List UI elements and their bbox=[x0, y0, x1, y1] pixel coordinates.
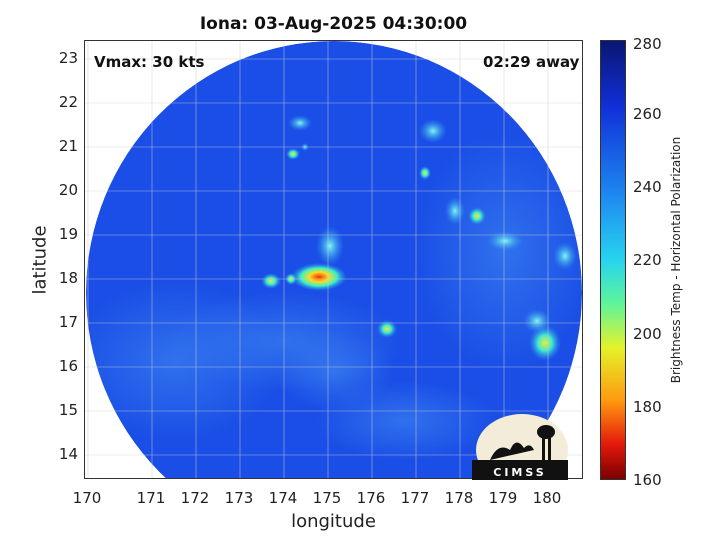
satellite-image-area bbox=[84, 40, 583, 479]
x-tick: 179 bbox=[488, 489, 518, 507]
colorbar-tick: 160 bbox=[633, 471, 662, 489]
logo-text: CIMSS bbox=[493, 466, 546, 479]
colorbar bbox=[600, 40, 626, 480]
colorbar-tick: 200 bbox=[633, 325, 662, 343]
colorbar-label: Brightness Temp - Horizontal Polarizatio… bbox=[669, 136, 683, 384]
y-tick: 14 bbox=[58, 445, 78, 463]
y-tick: 18 bbox=[58, 269, 78, 287]
time-away-label: 02:29 away bbox=[483, 53, 580, 71]
colorbar-tick: 260 bbox=[633, 105, 662, 123]
colorbar-tick: 220 bbox=[633, 251, 662, 269]
y-tick: 22 bbox=[58, 93, 78, 111]
vmax-label: Vmax: 30 kts bbox=[94, 53, 205, 71]
x-axis-label: longitude bbox=[291, 511, 376, 532]
x-tick: 170 bbox=[72, 489, 102, 507]
x-tick: 171 bbox=[136, 489, 166, 507]
x-tick: 175 bbox=[312, 489, 342, 507]
x-tick: 172 bbox=[180, 489, 210, 507]
x-tick: 176 bbox=[356, 489, 386, 507]
colorbar-tick: 280 bbox=[633, 35, 662, 53]
plot-title: Iona: 03-Aug-2025 04:30:00 bbox=[199, 14, 468, 34]
y-tick: 20 bbox=[58, 181, 78, 199]
y-tick: 16 bbox=[58, 357, 78, 375]
x-tick: 178 bbox=[444, 489, 474, 507]
y-tick: 15 bbox=[58, 401, 78, 419]
y-axis-label: latitude bbox=[29, 225, 51, 295]
y-tick: 23 bbox=[58, 49, 78, 67]
y-tick: 19 bbox=[58, 225, 78, 243]
logo-graphic: CIMSS bbox=[472, 414, 568, 486]
x-tick: 174 bbox=[268, 489, 298, 507]
x-tick: 180 bbox=[532, 489, 562, 507]
x-tick: 177 bbox=[400, 489, 430, 507]
x-tick: 173 bbox=[224, 489, 254, 507]
y-tick: 17 bbox=[58, 313, 78, 331]
colorbar-tick: 240 bbox=[633, 178, 662, 196]
cimss-logo: CIMSS bbox=[470, 410, 570, 486]
y-tick: 21 bbox=[58, 137, 78, 155]
colorbar-tick: 180 bbox=[633, 398, 662, 416]
brightness-temp-swath bbox=[85, 41, 582, 478]
